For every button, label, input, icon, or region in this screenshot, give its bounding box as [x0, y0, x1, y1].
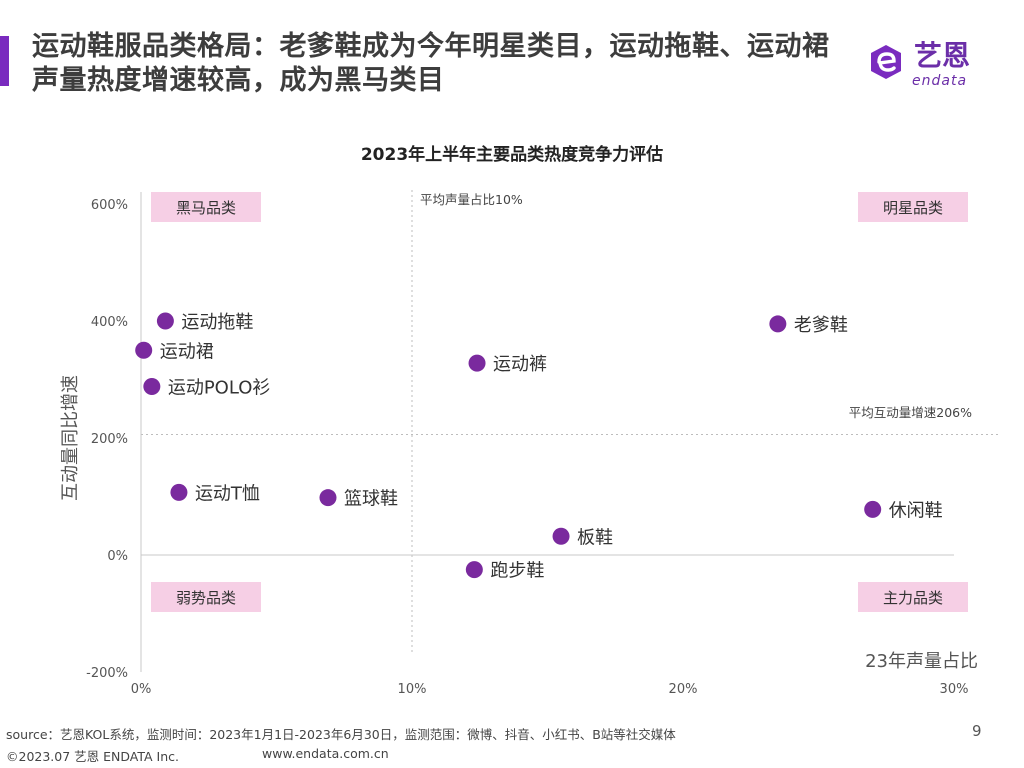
data-point: 运动拖鞋 — [156, 312, 253, 333]
y-average-label: 平均互动量增速206% — [849, 405, 972, 420]
point-marker — [170, 483, 188, 501]
quadrant-label-text: 黑马品类 — [176, 199, 236, 217]
quadrant-label-main: 主力品类 — [858, 582, 968, 612]
quadrant-label-text: 主力品类 — [883, 589, 943, 607]
data-point: 休闲鞋 — [864, 500, 943, 521]
x-tick-label: 20% — [669, 682, 698, 697]
logo-text-en: endata — [912, 73, 968, 89]
point-marker — [465, 561, 483, 579]
quadrant-label-dark-horse: 黑马品类 — [151, 192, 261, 222]
point-label: 板鞋 — [577, 527, 613, 548]
title-accent-bar — [0, 36, 9, 86]
point-marker — [769, 315, 787, 333]
y-tick-label: 400% — [91, 315, 128, 330]
axes: 600%400%200%0%-200%0% 10% 20% 30% — [86, 192, 968, 697]
point-marker — [319, 489, 337, 507]
x-axis-title: 23年声量占比 — [865, 651, 978, 672]
y-tick-label: 200% — [91, 432, 128, 447]
quadrant-label-box — [151, 192, 261, 222]
brand-logo: 艺恩 endata — [866, 40, 996, 92]
data-point: 篮球鞋 — [319, 489, 398, 510]
chart-title: 2023年上半年主要品类热度竞争力评估 — [360, 145, 664, 165]
point-label: 运动拖鞋 — [181, 312, 253, 333]
quadrant-label-box — [858, 582, 968, 612]
point-label: 运动裙 — [160, 341, 214, 362]
x-tick-label: 0% — [131, 682, 152, 697]
quadrant-label-text: 弱势品类 — [176, 589, 236, 607]
website-url[interactable]: www.endata.com.cn — [262, 746, 389, 761]
copyright: ©2023.07 艺恩 ENDATA Inc. — [6, 749, 180, 764]
data-point: 运动T恤 — [170, 483, 260, 504]
data-point: 运动裙 — [135, 341, 214, 362]
point-marker — [143, 378, 161, 396]
x-tick-label: 10% — [398, 682, 427, 697]
point-marker — [156, 312, 174, 330]
quadrant-label-weak: 弱势品类 — [151, 582, 261, 612]
quadrant-label-star: 明星品类 — [858, 192, 968, 222]
x-average-label: 平均声量占比10% — [420, 192, 523, 207]
point-label: 运动T恤 — [195, 483, 260, 504]
x-tick-label: 30% — [940, 682, 969, 697]
page-title: 运动鞋服品类格局：老爹鞋成为今年明星类目，运动拖鞋、运动裙声量热度增速较高，成为… — [32, 31, 830, 96]
data-point: 跑步鞋 — [465, 561, 544, 582]
data-point: 老爹鞋 — [769, 315, 848, 336]
point-label: 运动POLO衫 — [168, 378, 271, 399]
endata-logo-icon — [871, 45, 901, 79]
data-point: 板鞋 — [552, 527, 613, 548]
quadrant-label-text: 明星品类 — [883, 199, 943, 217]
quadrant-label-box — [858, 192, 968, 222]
reference-lines — [141, 190, 1000, 652]
point-label: 老爹鞋 — [794, 315, 848, 336]
y-tick-label: 600% — [91, 198, 128, 213]
logo-text-cn: 艺恩 — [914, 39, 971, 72]
point-marker — [135, 341, 153, 359]
point-marker — [552, 527, 570, 545]
quadrant-label-box — [151, 582, 261, 612]
y-axis-title: 互动量同比增速 — [60, 375, 81, 501]
point-label: 篮球鞋 — [344, 489, 398, 510]
point-label: 跑步鞋 — [490, 561, 544, 582]
source-note: source：艺恩KOL系统，监测时间：2023年1月1日-2023年6月30日… — [6, 727, 676, 742]
data-point: 运动裤 — [468, 354, 547, 375]
data-point: 运动POLO衫 — [143, 378, 270, 399]
point-label: 休闲鞋 — [889, 500, 943, 521]
y-tick-label: 0% — [107, 549, 128, 564]
page-number: 9 — [972, 722, 982, 740]
point-marker — [864, 500, 882, 518]
y-tick-label: -200% — [86, 666, 128, 681]
point-label: 运动裤 — [493, 354, 547, 375]
point-marker — [468, 354, 486, 372]
